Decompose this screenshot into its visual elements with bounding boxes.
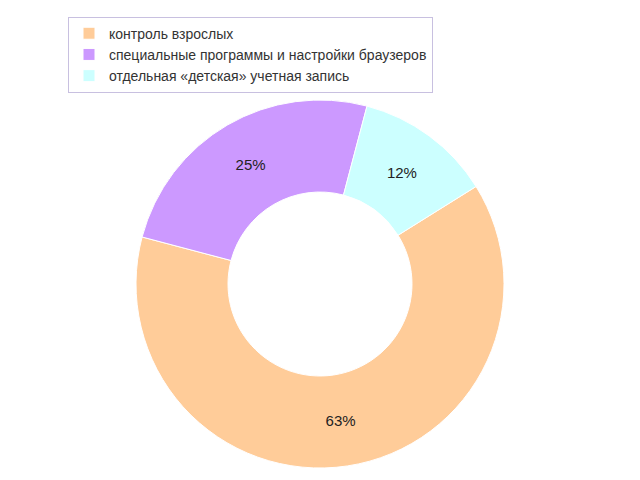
svg-text:25%: 25% bbox=[236, 156, 266, 173]
svg-text:специальные программы и настро: специальные программы и настройки браузе… bbox=[109, 47, 426, 63]
svg-text:отдельная «детская» учетная за: отдельная «детская» учетная запись bbox=[109, 68, 349, 84]
svg-text:63%: 63% bbox=[326, 412, 356, 429]
svg-text:12%: 12% bbox=[387, 164, 417, 181]
svg-text:контроль взрослых: контроль взрослых bbox=[109, 26, 233, 42]
